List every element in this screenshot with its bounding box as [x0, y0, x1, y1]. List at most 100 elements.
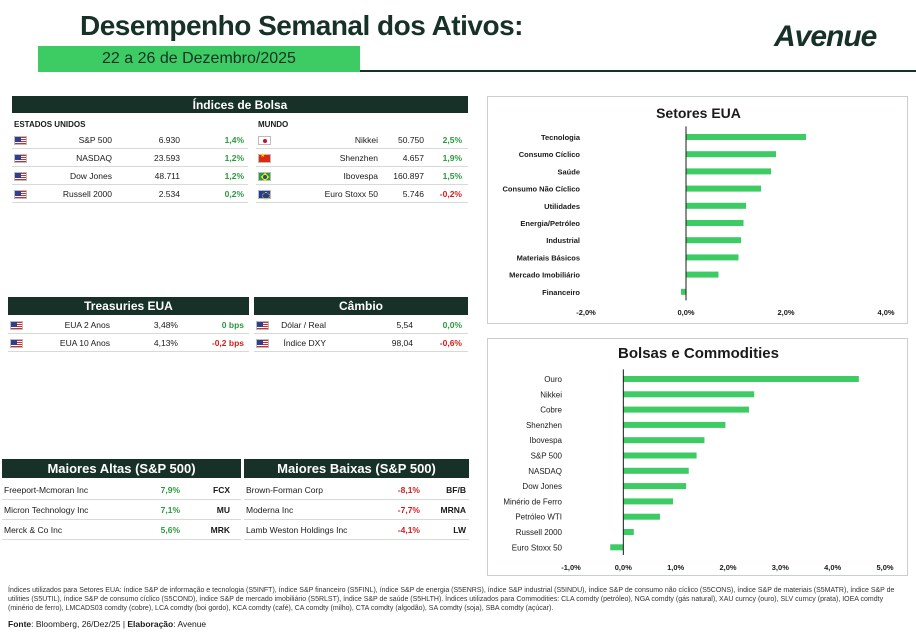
bar — [610, 544, 624, 551]
author-label: Elaboração — [127, 619, 174, 629]
category-label: Utilidades — [544, 202, 580, 211]
bar — [623, 391, 755, 398]
change-value: 7,1% — [160, 505, 180, 515]
category-label: S&P 500 — [531, 452, 563, 461]
bar — [623, 421, 726, 428]
bar — [623, 529, 634, 535]
row-change: 0 bps — [221, 320, 244, 330]
category-label: Euro Stoxx 50 — [512, 543, 563, 552]
tick-label: 4,0% — [824, 563, 841, 572]
world-label: MUNDO — [258, 120, 289, 129]
bar — [686, 202, 746, 209]
row-change: 0,0% — [442, 320, 462, 330]
list-item: Micron Technology Inc 7,1% MU — [2, 501, 241, 520]
treasuries-header: Treasuries EUA — [8, 297, 249, 315]
list-item: Merck & Co Inc 5,6% MRK — [2, 521, 241, 540]
row-change: 1,5% — [442, 171, 462, 181]
row-change: -0,2 bps — [211, 338, 244, 348]
row-value: 4.657 — [402, 153, 424, 163]
row-value: 5,54 — [396, 320, 413, 330]
company-name: Moderna Inc — [246, 505, 294, 515]
us-flag-icon — [256, 339, 269, 348]
date-range-banner: 22 a 26 de Dezembro/2025 — [38, 46, 360, 72]
row-value: 3,48% — [153, 320, 178, 330]
company-name: Lamb Weston Holdings Inc — [246, 525, 348, 535]
cn-flag-icon — [258, 152, 271, 163]
sectors-chart: Tecnologia Consumo Cíclico Saúde Consumo Nã… — [502, 126, 895, 317]
row-name: Nikkei — [354, 135, 378, 145]
tick-label: 2,0% — [777, 308, 794, 317]
row-value: 23.593 — [154, 153, 180, 163]
bar — [681, 288, 686, 295]
author-text: : Avenue — [173, 619, 207, 629]
row-value: 48.711 — [154, 171, 180, 181]
table-row: Shenzhen 4.657 1,9% — [256, 150, 468, 167]
tick-label: -1,0% — [561, 563, 581, 572]
tick-label: 0,0% — [615, 563, 632, 572]
row-change: 2,5% — [442, 135, 462, 145]
row-name: Dólar / Real — [281, 320, 326, 330]
date-range-text: 22 a 26 de Dezembro/2025 — [102, 50, 296, 67]
row-value: 50.750 — [398, 135, 424, 145]
jp-flag-icon — [258, 136, 271, 145]
category-label: Ibovespa — [530, 436, 563, 445]
bar — [686, 237, 741, 244]
bar — [686, 168, 771, 175]
losers-title: Maiores Baixas (S&P 500) — [277, 461, 436, 476]
bar — [623, 437, 705, 444]
table-row: Dow Jones 48.711 1,2% — [12, 168, 248, 185]
fx-header: Câmbio — [254, 297, 468, 315]
category-label: Petróleo WTI — [515, 513, 562, 522]
category-label: Financeiro — [542, 288, 580, 297]
table-row: Dólar / Real 5,54 0,0% — [254, 317, 468, 334]
sectors-chart-panel: Setores EUA Tecnologia Consumo Cíclico Saú… — [487, 96, 908, 324]
category-label: Russell 2000 — [516, 528, 563, 537]
row-name: NASDAQ — [76, 153, 112, 163]
change-value: -4,1% — [397, 525, 420, 535]
category-label: Dow Jones — [522, 482, 562, 491]
br-flag-icon — [258, 172, 271, 181]
us-flag-icon — [14, 190, 27, 199]
row-name: Shenzhen — [339, 153, 378, 163]
us-flag-icon — [256, 321, 269, 330]
category-label: Cobre — [540, 406, 562, 415]
table-row: EUA 10 Anos 4,13% -0,2 bps — [8, 335, 249, 352]
bar — [623, 513, 660, 520]
us-label: ESTADOS UNIDOS — [14, 120, 86, 129]
change-value: 7,9% — [160, 485, 180, 495]
us-flag-icon — [10, 339, 23, 348]
company-name: Merck & Co Inc — [4, 525, 63, 535]
row-value: 5.746 — [402, 189, 424, 199]
row-name: S&P 500 — [78, 135, 112, 145]
row-change: 0,2% — [224, 189, 244, 199]
list-item: Lamb Weston Holdings Inc -4,1% LW — [244, 521, 469, 540]
treasuries-title: Treasuries EUA — [84, 299, 173, 313]
tick-label: 5,0% — [876, 563, 893, 572]
source-separator: | — [120, 619, 128, 629]
change-value: -7,7% — [397, 505, 420, 515]
us-flag-icon — [14, 154, 27, 163]
row-value: 160.897 — [393, 171, 424, 181]
row-name: Índice DXY — [283, 338, 326, 348]
header-divider — [360, 70, 916, 72]
footnote: Índices utilizados para Setores EUA: índ… — [8, 587, 895, 612]
row-name: Dow Jones — [69, 171, 112, 181]
change-value: 5,6% — [160, 525, 180, 535]
row-name: Russell 2000 — [62, 189, 112, 199]
fx-title: Câmbio — [338, 299, 383, 313]
indices-header: Índices de Bolsa — [12, 96, 468, 113]
bar — [623, 452, 697, 459]
indices-title: Índices de Bolsa — [192, 97, 288, 112]
sectors-chart-title: Setores EUA — [656, 105, 741, 121]
bar — [686, 185, 761, 192]
markets-chart-title: Bolsas e Commodities — [618, 345, 779, 362]
category-label: Ouro — [544, 375, 562, 384]
losers-header: Maiores Baixas (S&P 500) — [244, 459, 469, 478]
tick-label: 4,0% — [877, 308, 894, 317]
tick-label: 3,0% — [772, 563, 789, 572]
gainers-header: Maiores Altas (S&P 500) — [2, 459, 241, 478]
table-row: NASDAQ 23.593 1,2% — [12, 150, 248, 167]
source-text: : Bloomberg, 26/Dez/25 — [31, 619, 121, 629]
us-flag-icon — [10, 321, 23, 330]
row-name: Ibovespa — [343, 171, 379, 181]
